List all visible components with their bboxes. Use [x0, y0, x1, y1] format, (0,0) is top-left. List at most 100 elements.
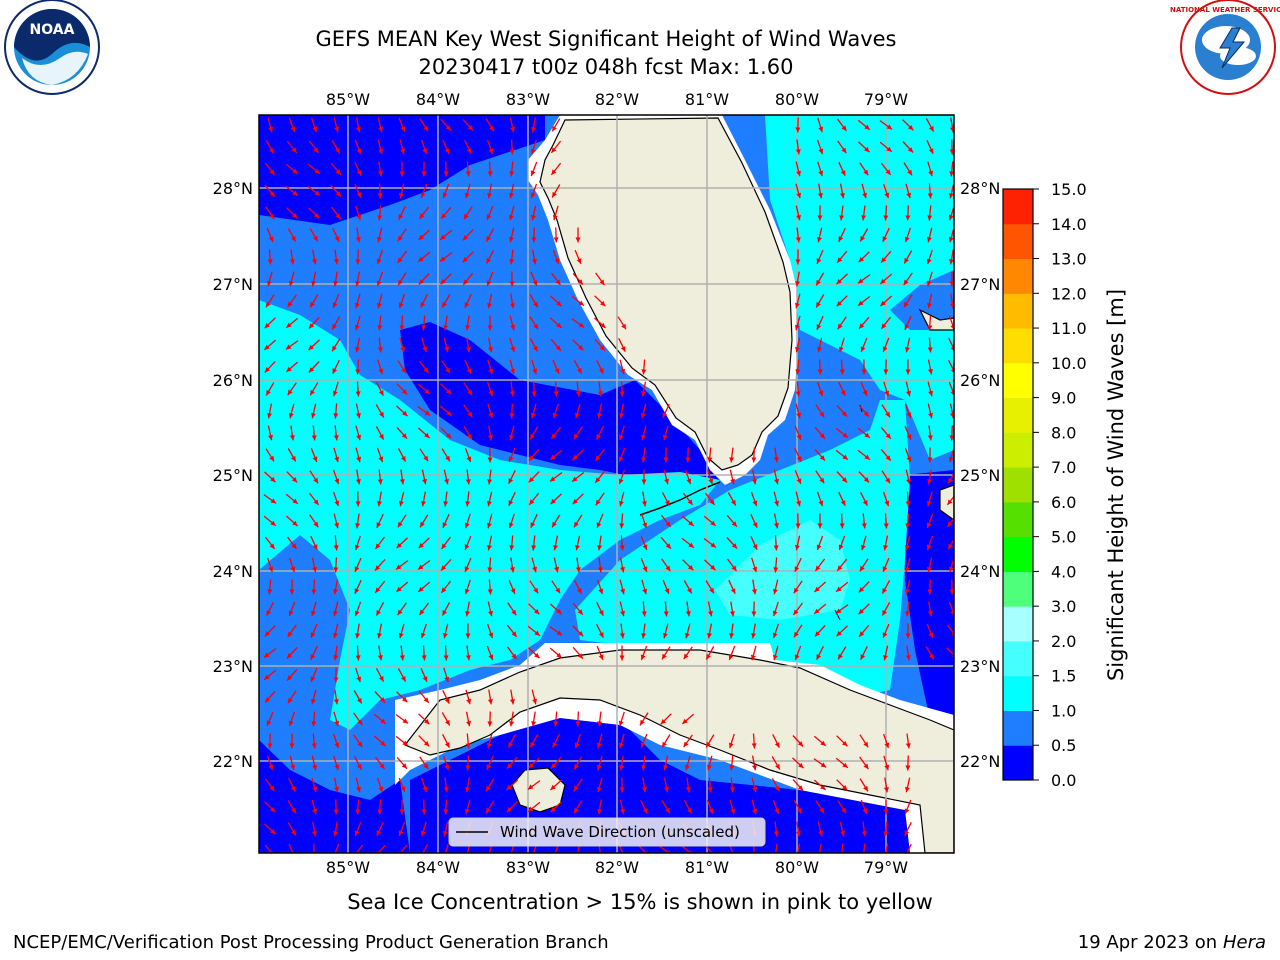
wind-wave-arrowhead	[572, 454, 578, 460]
wind-wave-arrowhead	[864, 146, 870, 153]
wind-wave-arrowhead	[355, 809, 361, 815]
wind-wave-arrowhead	[619, 633, 625, 639]
wind-wave-arrowhead	[335, 213, 341, 219]
wind-wave-arrowhead	[265, 697, 271, 703]
wind-wave-arrowhead	[400, 126, 406, 132]
colorbar-label: Significant Height of Wind Waves [m]	[1104, 289, 1128, 681]
lon-label: 80°W	[775, 90, 819, 109]
wind-wave-arrowhead	[621, 323, 626, 330]
wind-wave-arrowhead	[731, 499, 736, 506]
wind-wave-arrowhead	[950, 127, 954, 133]
wind-wave-arrowhead	[332, 323, 337, 330]
wind-wave-arrowhead	[574, 807, 579, 814]
wind-wave-arrowhead	[444, 698, 450, 704]
wind-wave-arrowhead	[532, 698, 537, 705]
wind-wave-arrowhead	[466, 720, 471, 727]
wind-wave-arrowhead	[883, 523, 889, 529]
wind-wave-arrowhead	[509, 259, 515, 265]
wind-wave-arrowhead	[311, 743, 317, 749]
wind-wave-arrowhead	[356, 479, 361, 485]
lat-label: 24°N	[213, 562, 253, 581]
wind-wave-arrowhead	[419, 213, 425, 219]
wind-wave-arrowhead	[356, 456, 362, 463]
wind-wave-arrowhead	[796, 434, 802, 440]
wind-wave-arrowhead	[376, 258, 382, 265]
wind-wave-arrowhead	[775, 786, 780, 792]
wind-wave-arrowhead	[881, 323, 887, 329]
wind-wave-arrowhead	[531, 391, 537, 397]
wind-wave-arrowhead	[267, 259, 273, 265]
wind-wave-arrowhead	[908, 125, 914, 131]
wind-wave-arrowhead	[752, 566, 758, 573]
wind-wave-arrowhead	[269, 169, 275, 175]
wind-wave-arrowhead	[552, 742, 558, 748]
wind-wave-arrowhead	[578, 300, 584, 306]
wind-wave-arrowhead	[269, 455, 274, 462]
wind-wave-arrowhead	[949, 259, 954, 265]
wind-wave-arrowhead	[334, 522, 339, 529]
wind-wave-arrowhead	[905, 633, 911, 639]
wind-wave-arrowhead	[618, 434, 624, 441]
wind-wave-arrowhead	[886, 146, 892, 152]
wind-wave-arrowhead	[640, 654, 646, 660]
wind-wave-arrowhead	[445, 125, 451, 131]
colorbar-tick-label: 15.0	[1051, 180, 1087, 199]
wind-wave-arrowhead	[534, 630, 540, 636]
wind-wave-arrowhead	[927, 325, 933, 331]
lon-label: 84°W	[416, 90, 460, 109]
wind-wave-arrowhead	[861, 523, 867, 529]
wind-wave-arrowhead	[883, 809, 889, 815]
wind-wave-arrowhead	[356, 434, 362, 441]
wind-wave-arrowhead	[883, 831, 889, 837]
wind-wave-arrowhead	[442, 301, 447, 308]
wind-wave-arrowhead	[287, 301, 293, 308]
lon-label: 80°W	[775, 858, 819, 877]
wind-wave-arrowhead	[509, 192, 514, 199]
wind-wave-arrowhead	[509, 171, 515, 177]
wind-wave-arrowhead	[620, 610, 625, 617]
wind-wave-arrowhead	[773, 567, 779, 573]
wind-wave-arrowhead	[904, 566, 910, 573]
noaa-logo: NOAA	[4, 0, 100, 95]
wind-wave-arrowhead	[377, 302, 382, 309]
wind-wave-arrowhead	[333, 831, 338, 837]
wind-wave-arrowhead	[269, 213, 275, 220]
wind-wave-arrowhead	[402, 718, 408, 724]
wind-wave-arrowhead	[420, 521, 425, 528]
map-frame	[258, 114, 955, 854]
wind-wave-arrowhead	[858, 608, 864, 615]
wind-wave-arrowhead	[443, 655, 449, 661]
wind-wave-arrowhead	[357, 698, 362, 704]
colorbar-tick-label: 5.0	[1051, 528, 1076, 547]
wind-wave-arrowhead	[796, 500, 801, 507]
wind-wave-arrowhead	[487, 457, 493, 463]
wind-wave-arrow	[704, 844, 713, 853]
wind-wave-arrowhead	[355, 281, 360, 287]
wind-wave-arrowhead	[577, 609, 583, 615]
wind-wave-arrowhead	[947, 521, 953, 527]
wind-wave-arrowhead	[443, 632, 448, 639]
lat-label: 22°N	[213, 752, 253, 771]
wind-wave-arrowhead	[335, 169, 341, 175]
wind-wave-arrowhead	[882, 588, 887, 594]
colorbar-segment	[1003, 432, 1033, 468]
wind-wave-arrowhead	[905, 544, 910, 551]
wind-wave-arrowhead	[885, 411, 890, 418]
wind-wave-arrowhead	[311, 435, 317, 441]
wind-wave-arrowhead	[550, 806, 556, 813]
wind-wave-arrowhead	[266, 610, 272, 616]
wind-wave-arrowhead	[861, 215, 867, 221]
wind-wave-arrowhead	[376, 280, 382, 287]
wind-wave-arrowhead	[883, 654, 888, 661]
wind-wave-arrowhead	[311, 589, 317, 595]
wind-wave-arrowhead	[333, 281, 339, 287]
land-florida-fill	[539, 117, 793, 471]
wind-wave-arrowhead	[752, 808, 758, 815]
wind-wave-arrowhead	[841, 477, 848, 483]
wind-wave-arrowhead	[464, 544, 470, 550]
wind-wave-arrowhead	[292, 498, 298, 504]
wind-wave-arrowhead	[818, 830, 823, 837]
wind-wave-arrowhead	[641, 765, 647, 771]
wind-wave-arrowhead	[354, 830, 360, 836]
wind-wave-arrowhead	[886, 124, 893, 130]
